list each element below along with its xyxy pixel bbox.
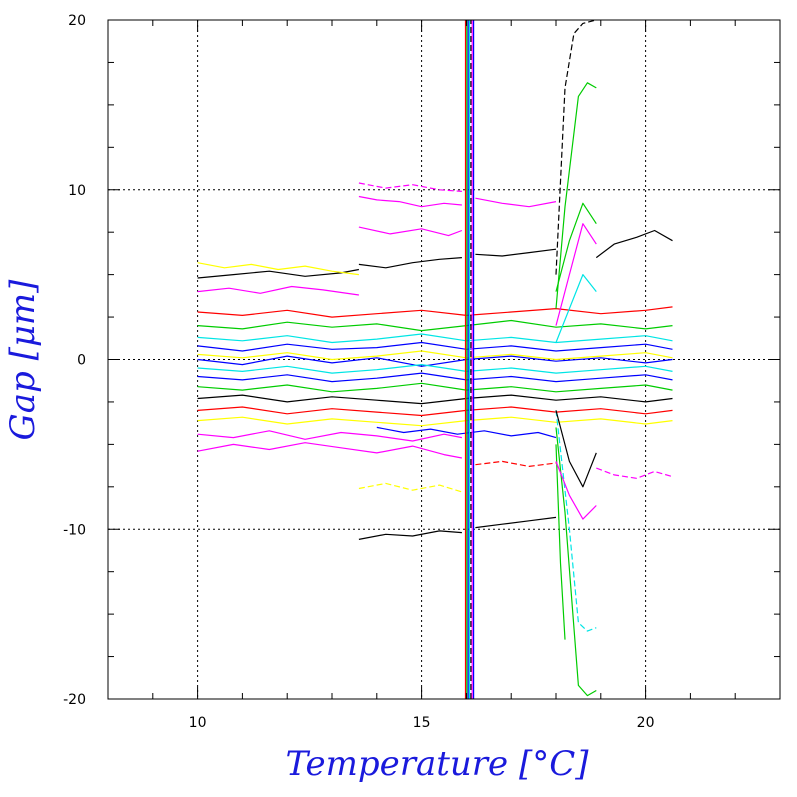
series-line-30 (475, 460, 557, 467)
series-line-5 (358, 257, 462, 269)
y-tick-label: 0 (77, 353, 86, 369)
x-tick-label: 10 (189, 715, 207, 731)
series-line-40 (555, 427, 597, 697)
series-line-10 (197, 285, 359, 296)
series-line-42 (555, 444, 566, 640)
series-line-3 (358, 226, 463, 237)
series-line-41 (555, 410, 597, 632)
series-line-20 (197, 394, 673, 405)
series-line-27 (358, 482, 463, 493)
series-line-15 (197, 350, 673, 361)
series-line-7 (595, 229, 673, 259)
series-line-21 (197, 406, 673, 417)
series-line-26 (596, 467, 673, 479)
series-line-46 (555, 223, 597, 326)
series-line-4 (475, 197, 557, 208)
y-tick-label: -10 (63, 522, 86, 538)
series-line-43 (555, 461, 597, 520)
series-line-44 (555, 410, 597, 488)
series-line-12 (197, 319, 673, 332)
series-line-47 (555, 274, 597, 343)
series-line-16 (197, 355, 673, 367)
series-line-22 (197, 416, 673, 427)
series-line-23 (197, 442, 463, 459)
series-line-28 (358, 530, 462, 540)
tick-labels: 10 15 20 20 10 0 -10 -20 (63, 13, 654, 731)
y-tick-label: 10 (68, 183, 86, 199)
series-line-45 (555, 202, 597, 292)
gridlines (108, 20, 780, 699)
axis-ticks (107, 19, 781, 700)
series-line-1 (358, 195, 462, 208)
data-series (197, 20, 673, 699)
x-tick-label: 15 (413, 715, 431, 731)
series-line-11 (197, 306, 673, 318)
series-line-14 (197, 341, 673, 352)
series-line-6 (475, 248, 557, 257)
series-line-17 (197, 364, 673, 374)
series-line-19 (197, 382, 673, 393)
series-line-39 (555, 82, 597, 309)
series-line-29 (475, 516, 557, 529)
series-line-9 (197, 262, 359, 276)
series-line-24 (197, 430, 463, 442)
y-tick-label: -20 (63, 692, 86, 708)
y-axis-title: Gap [μm] (3, 279, 43, 441)
y-tick-label: 20 (68, 13, 86, 29)
x-tick-label: 20 (637, 715, 655, 731)
series-line-18 (197, 372, 673, 383)
series-line-2 (358, 182, 462, 192)
series-line-13 (197, 333, 673, 344)
x-axis-title: Temperature [°C] (285, 744, 589, 784)
